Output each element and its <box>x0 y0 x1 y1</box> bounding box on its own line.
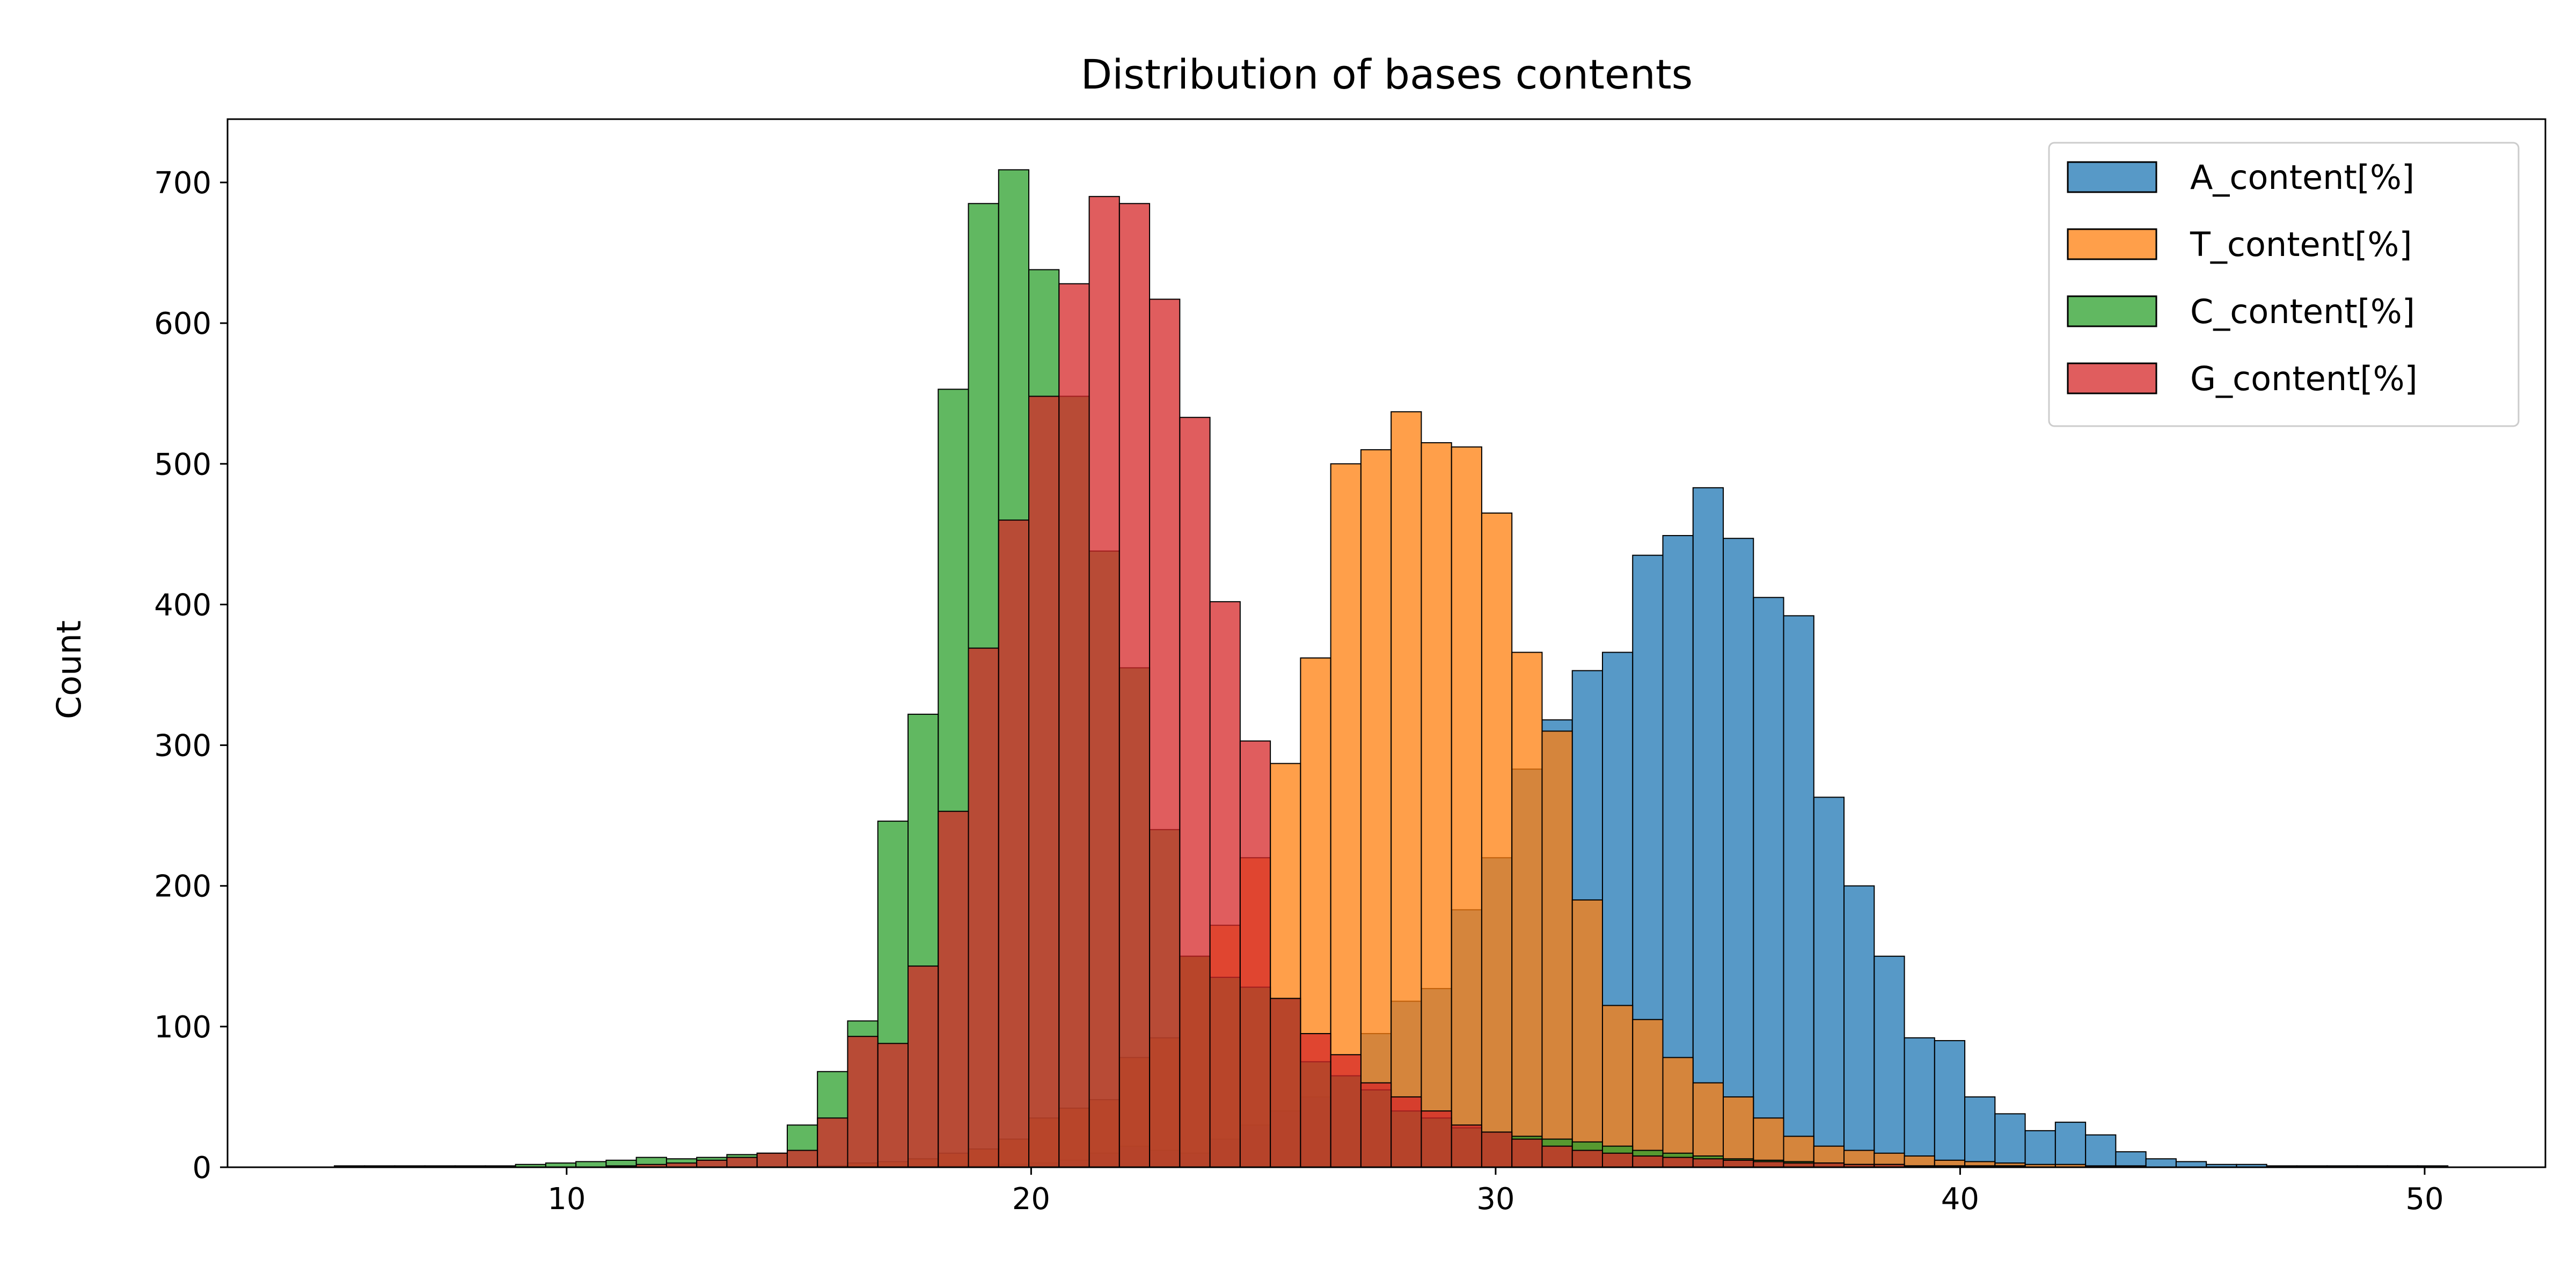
bar-series-0-bin-45 <box>1692 487 1724 1168</box>
bar-series-0-bin-58 <box>2085 1134 2117 1168</box>
bar-series-0-bin-55 <box>1994 1113 2026 1168</box>
bar-series-1-bin-34 <box>1360 449 1392 1168</box>
y-tick-label: 600 <box>154 306 211 341</box>
bar-series-1-bin-41 <box>1571 899 1603 1168</box>
bar-series-3-bin-34 <box>1360 1082 1392 1168</box>
y-axis-label: Count <box>49 620 89 719</box>
bar-series-3-bin-22 <box>998 519 1030 1168</box>
bar-series-0-bin-47 <box>1753 597 1784 1168</box>
bar-series-0-bin-52 <box>1904 1037 1935 1168</box>
bar-series-3-bin-27 <box>1149 298 1181 1168</box>
x-tick-label: 50 <box>2405 1182 2443 1217</box>
bar-series-3-bin-43 <box>1632 1155 1664 1168</box>
bar-series-1-bin-43 <box>1632 1019 1664 1168</box>
bar-series-3-bin-15 <box>786 1150 818 1168</box>
bar-series-1-bin-40 <box>1541 730 1573 1168</box>
bar-series-3-bin-37 <box>1451 1124 1482 1168</box>
legend-box <box>2048 142 2520 427</box>
chart-title: Distribution of bases contents <box>1081 50 1693 98</box>
bar-series-1-bin-46 <box>1723 1096 1754 1168</box>
bar-series-3-bin-23 <box>1028 396 1060 1168</box>
bar-series-3-bin-39 <box>1511 1138 1543 1168</box>
bar-series-3-bin-12 <box>696 1159 728 1168</box>
bar-series-3-bin-28 <box>1179 416 1211 1168</box>
bar-series-1-bin-38 <box>1481 513 1513 1168</box>
bar-series-3-bin-16 <box>817 1117 848 1168</box>
bar-series-3-bin-32 <box>1300 1033 1331 1168</box>
bar-series-1-bin-35 <box>1391 411 1422 1168</box>
bar-series-3-bin-24 <box>1058 283 1090 1168</box>
bar-series-3-bin-46 <box>1723 1159 1754 1168</box>
bar-series-1-bin-45 <box>1692 1082 1724 1168</box>
bar-series-3-bin-26 <box>1118 203 1151 1168</box>
x-axis-ticks: 10 20 30 40 50 <box>547 1167 2444 1217</box>
legend-swatch-1 <box>2067 228 2157 260</box>
bar-series-3-bin-36 <box>1421 1110 1452 1168</box>
bar-series-3-bin-21 <box>968 647 999 1168</box>
bar-series-0-bin-56 <box>2024 1130 2056 1168</box>
bar-series-2-bin-8 <box>575 1161 607 1168</box>
bar-series-0-bin-50 <box>1843 885 1875 1168</box>
plot-frame <box>226 118 2546 1168</box>
bar-series-0-bin-60 <box>2145 1158 2177 1168</box>
bar-series-3-bin-30 <box>1239 740 1271 1168</box>
bar-series-3-bin-20 <box>938 810 969 1168</box>
bar-series-3-bin-47 <box>1753 1161 1784 1168</box>
y-tick-label: 0 <box>192 1151 211 1185</box>
x-tick-label: 20 <box>1012 1182 1050 1217</box>
x-tick-label: 10 <box>547 1182 586 1217</box>
legend-label-1: T_content[%] <box>2190 225 2412 264</box>
y-tick-label: 400 <box>154 588 211 623</box>
bar-series-1-bin-37 <box>1451 446 1482 1168</box>
legend-swatch-2 <box>2067 295 2157 327</box>
bar-series-0-bin-51 <box>1874 955 1905 1168</box>
y-tick-label: 200 <box>154 869 211 904</box>
bar-series-3-bin-42 <box>1601 1152 1634 1168</box>
bar-series-3-bin-40 <box>1541 1145 1573 1168</box>
legend-label-0: A_content[%] <box>2190 158 2414 197</box>
bar-series-1-bin-42 <box>1601 1005 1634 1168</box>
bar-series-0-bin-48 <box>1783 615 1814 1168</box>
bar-series-3-bin-35 <box>1391 1096 1422 1168</box>
x-tick-label: 30 <box>1476 1182 1514 1217</box>
bar-series-3-bin-18 <box>877 1043 909 1168</box>
bar-series-3-bin-29 <box>1209 601 1241 1168</box>
bar-series-3-bin-41 <box>1571 1150 1603 1168</box>
bar-series-3-bin-45 <box>1692 1158 1724 1168</box>
bar-series-3-bin-13 <box>726 1157 758 1168</box>
bar-series-3-bin-14 <box>756 1152 788 1168</box>
bar-series-3-bin-19 <box>908 965 939 1168</box>
bar-series-3-bin-38 <box>1481 1131 1513 1168</box>
bar-series-1-bin-33 <box>1330 463 1362 1168</box>
y-tick-label: 300 <box>154 729 211 764</box>
legend: A_content[%] T_content[%] C_content[%] G_co… <box>2048 142 2520 427</box>
y-tick-label: 700 <box>154 166 211 201</box>
x-tick-label: 40 <box>1941 1182 1979 1217</box>
bar-series-3-bin-25 <box>1088 196 1120 1168</box>
y-tick-label: 500 <box>154 447 211 482</box>
series-1 <box>817 411 2147 1168</box>
bar-series-0-bin-46 <box>1723 538 1754 1168</box>
bar-series-0-bin-57 <box>2054 1122 2087 1168</box>
bar-series-0-bin-61 <box>2175 1161 2207 1168</box>
bar-series-0-bin-54 <box>1964 1096 1996 1168</box>
legend-swatch-0 <box>2067 161 2157 193</box>
bar-series-3-bin-31 <box>1270 998 1301 1168</box>
bar-series-1-bin-44 <box>1662 1057 1694 1168</box>
legend-label-3: G_content[%] <box>2190 359 2418 398</box>
bar-series-3-bin-17 <box>847 1036 879 1168</box>
bar-series-1-bin-36 <box>1421 442 1452 1168</box>
y-tick-label: 100 <box>154 1010 211 1045</box>
legend-label-2: C_content[%] <box>2190 292 2415 331</box>
y-axis-ticks: 0 100 200 300 400 500 600 700 <box>154 166 228 1185</box>
bar-series-0-bin-59 <box>2115 1151 2147 1168</box>
bar-series-0-bin-49 <box>1813 796 1845 1168</box>
bar-series-3-bin-33 <box>1330 1054 1362 1168</box>
legend-swatch-3 <box>2067 362 2157 394</box>
bar-series-3-bin-44 <box>1662 1157 1694 1168</box>
bar-series-1-bin-39 <box>1511 652 1543 1168</box>
bar-series-0-bin-53 <box>1934 1040 1966 1168</box>
